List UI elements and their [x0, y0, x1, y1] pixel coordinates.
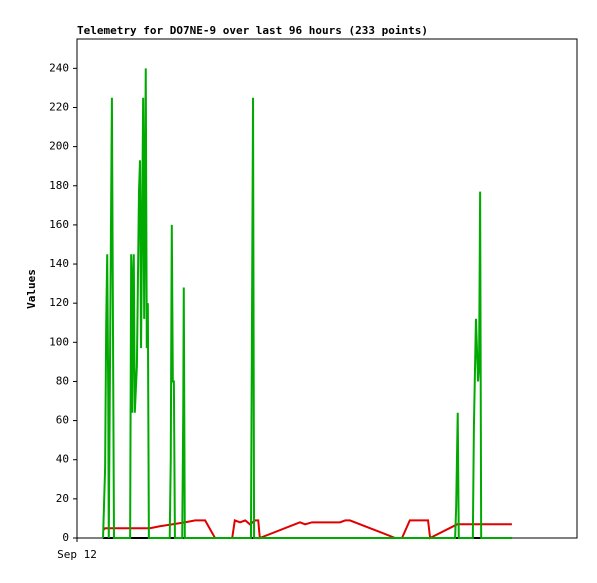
y-tick-label: 60: [56, 414, 69, 427]
y-tick-label: 200: [49, 140, 69, 153]
y-tick-label: 40: [56, 453, 69, 466]
y-tick-label: 220: [49, 100, 69, 113]
y-tick-label: 20: [56, 492, 69, 505]
y-tick-label: 120: [49, 296, 69, 309]
y-axis-label: Values: [25, 269, 38, 309]
y-tick-label: 240: [49, 61, 69, 74]
series-line: [102, 68, 512, 539]
x-tick-label: Sep 12: [57, 548, 97, 561]
y-tick-label: 140: [49, 257, 69, 270]
y-tick-label: 80: [56, 374, 69, 387]
y-tick-label: 100: [49, 335, 69, 348]
plot-frame: [76, 38, 578, 539]
y-tick-label: 160: [49, 218, 69, 231]
series-line: [102, 519, 512, 540]
chart-title: Telemetry for DO7NE-9 over last 96 hours…: [77, 24, 428, 37]
y-tick-label: 180: [49, 179, 69, 192]
y-tick-label: 0: [62, 531, 69, 544]
